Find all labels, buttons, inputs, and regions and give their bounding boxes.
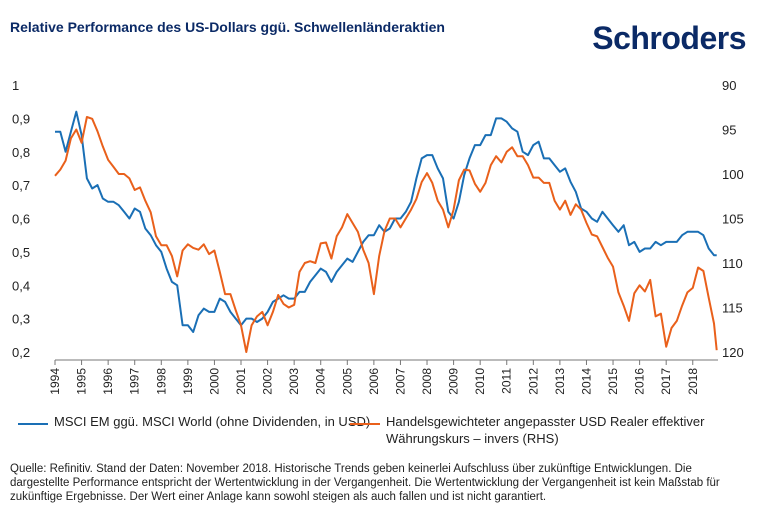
chart-title: Relative Performance des US-Dollars ggü.… bbox=[10, 19, 445, 35]
x-tick-label: 2017 bbox=[659, 368, 673, 395]
x-tick-label: 1994 bbox=[48, 368, 62, 395]
x-tick-label: 2010 bbox=[473, 368, 487, 395]
x-tick-label: 2014 bbox=[579, 368, 593, 395]
x-tick-label: 2009 bbox=[447, 368, 461, 395]
y-right-tick-label: 95 bbox=[722, 123, 736, 138]
x-tick-label: 2001 bbox=[234, 368, 248, 395]
y-right-tick-label: 110 bbox=[722, 256, 743, 271]
x-tick-label: 1998 bbox=[154, 368, 168, 395]
x-tick-label: 2018 bbox=[686, 368, 700, 395]
y-right-tick-label: 90 bbox=[722, 78, 736, 93]
y-left-tick-label: 0,4 bbox=[12, 278, 30, 293]
schroders-logo: Schroders bbox=[592, 20, 746, 56]
y-left-tick-label: 0,8 bbox=[12, 145, 30, 160]
x-tick-label: 1997 bbox=[128, 368, 142, 395]
x-tick-label: 2000 bbox=[207, 368, 221, 395]
y-left-tick-label: 0,3 bbox=[12, 312, 30, 327]
legend-label-msci: MSCI EM ggü. MSCI World (ohne Dividenden… bbox=[54, 414, 371, 429]
y-left-tick-label: 1 bbox=[12, 78, 19, 93]
x-tick-label: 2007 bbox=[393, 368, 407, 395]
source-note: Quelle: Refinitiv. Stand der Daten: Nove… bbox=[10, 463, 720, 503]
y-left-tick-label: 0,5 bbox=[12, 245, 30, 260]
x-tick-label: 2006 bbox=[367, 368, 381, 395]
x-tick-label: 2013 bbox=[553, 368, 567, 395]
line-chart: 1 0,9 0,8 0,7 0,6 0,5 0,4 0,3 0,2 90 95 100 105 110 11… bbox=[12, 78, 744, 395]
y-left-tick-label: 0,9 bbox=[12, 111, 30, 126]
x-tick-label: 1999 bbox=[181, 368, 195, 395]
x-tick-label: 2004 bbox=[314, 368, 328, 395]
x-tick-label: 2011 bbox=[500, 368, 514, 394]
x-tick-label: 2005 bbox=[340, 368, 354, 395]
x-tick-label: 1995 bbox=[75, 368, 89, 395]
y-right-tick-label: 120 bbox=[722, 345, 744, 360]
x-tick-label: 2016 bbox=[633, 368, 647, 395]
legend-swatch-blue bbox=[18, 423, 48, 425]
y-right-tick-label: 100 bbox=[722, 167, 744, 182]
legend-swatch-orange bbox=[350, 423, 380, 425]
y-left-tick-label: 0,2 bbox=[12, 345, 30, 360]
x-tick-label: 2012 bbox=[526, 368, 540, 395]
x-tick-label: 1996 bbox=[101, 368, 115, 395]
x-tick-label: 2008 bbox=[420, 368, 434, 395]
y-left-tick-label: 0,6 bbox=[12, 212, 30, 227]
y-right-tick-label: 105 bbox=[722, 212, 744, 227]
legend-label-usd: Handelsgewichteter angepasster USD Reale… bbox=[386, 414, 705, 446]
x-tick-label: 2002 bbox=[261, 368, 275, 395]
series-line-msci bbox=[55, 110, 717, 333]
x-tick-label: 2015 bbox=[606, 368, 620, 395]
series-line-usd bbox=[54, 116, 718, 353]
y-left-tick-label: 0,7 bbox=[12, 178, 30, 193]
y-right-tick-label: 115 bbox=[722, 301, 743, 316]
x-tick-label: 2003 bbox=[287, 368, 301, 395]
